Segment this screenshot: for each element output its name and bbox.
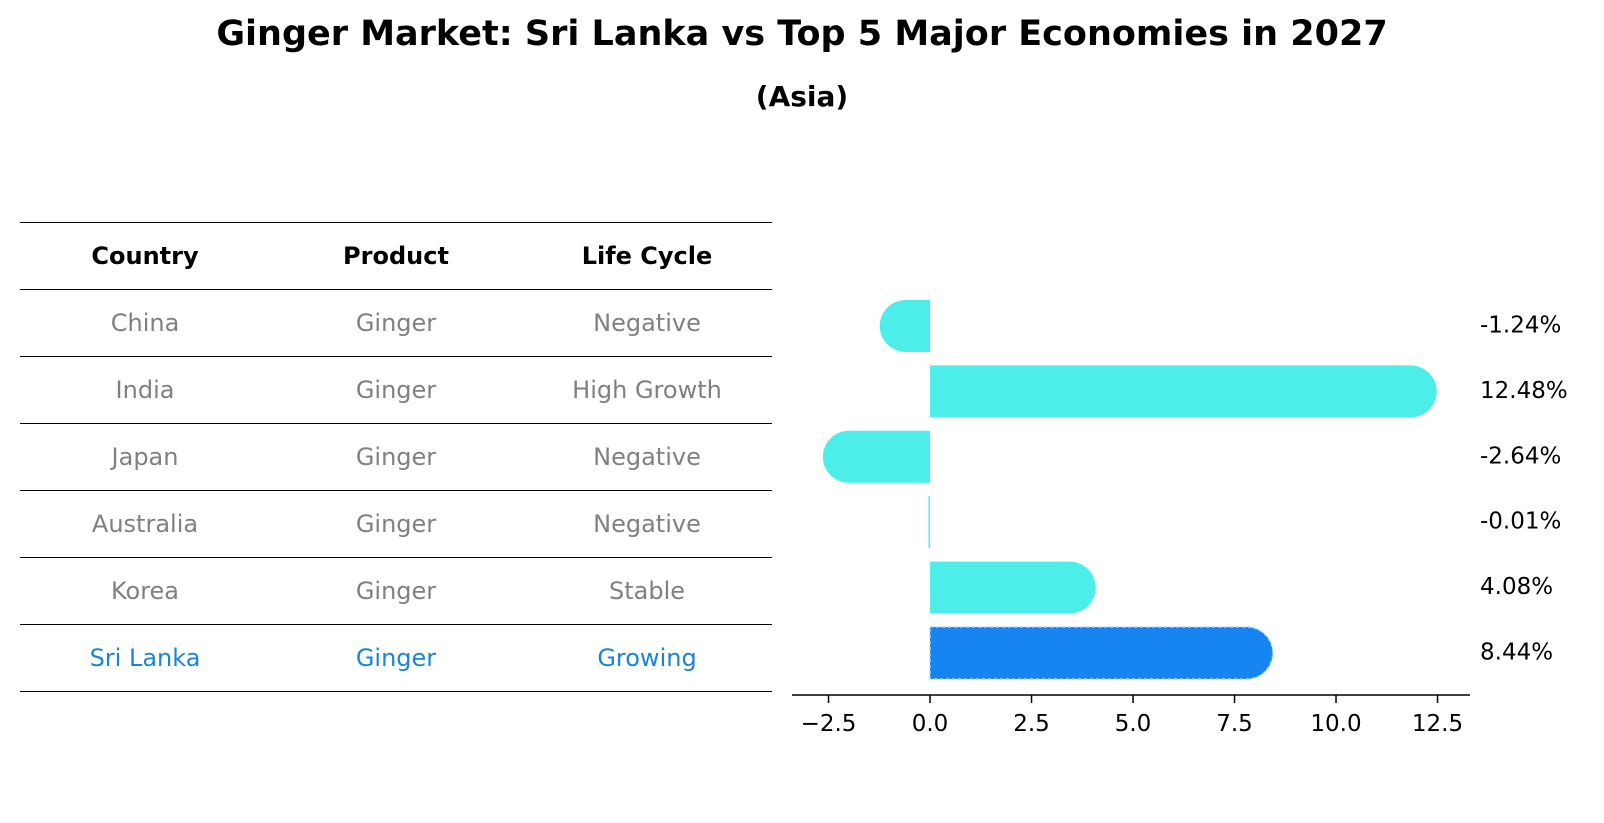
chart-title: Ginger Market: Sri Lanka vs Top 5 Major … [216,14,1388,54]
bar-value-label: -2.64% [1480,443,1561,469]
bar-japan [822,430,931,483]
x-tick-label: 0.0 [912,711,949,737]
data-table: Country Product Life Cycle China Ginger … [20,222,772,692]
bar-value-label: -1.24% [1480,313,1561,339]
bar-china [879,300,931,352]
x-tick-label: 5.0 [1115,711,1152,737]
bar-value-label: -0.01% [1480,509,1561,535]
table-row-highlighted: Sri Lanka Ginger Growing [20,624,772,692]
cell-country: Australia [91,510,199,538]
bar-value-label: 8.44% [1480,640,1553,666]
table-row: Australia Ginger Negative [20,490,772,557]
cell-country: China [110,309,180,337]
bar-value-label: 4.08% [1480,574,1553,600]
cell-life-cycle: Growing [597,644,697,672]
table-row: India Ginger High Growth [20,356,772,423]
bar-india [930,365,1437,418]
cell-product: Ginger [355,309,437,337]
x-tick-label: −2.5 [801,711,857,737]
cell-life-cycle: High Growth [572,376,722,404]
x-tick-label: 7.5 [1216,711,1253,737]
cell-life-cycle: Stable [608,577,686,605]
x-tick-label: 12.5 [1412,711,1463,737]
x-tick-label: 2.5 [1013,711,1050,737]
cell-country: Japan [111,443,179,471]
cell-life-cycle: Negative [593,443,701,471]
cell-life-cycle: Negative [593,309,701,337]
header-life-cycle: Life Cycle [581,242,713,270]
x-tick-label: 10.0 [1310,711,1361,737]
header-product: Product [343,242,449,270]
header-country: Country [91,242,199,270]
table-row: China Ginger Negative [20,289,772,356]
cell-country: Sri Lanka [89,644,201,672]
cell-country: Korea [110,577,180,605]
table-row: Japan Ginger Negative [20,423,772,490]
table-row: Korea Ginger Stable [20,557,772,624]
cell-product: Ginger [355,644,437,672]
bar-sri-lanka [929,626,1274,680]
cell-product: Ginger [355,443,437,471]
cell-life-cycle: Negative [593,510,701,538]
bar-korea [930,561,1096,614]
chart-subtitle: (Asia) [755,80,849,113]
cell-product: Ginger [355,376,437,404]
cell-product: Ginger [355,510,437,538]
bar-value-label: 12.48% [1480,378,1568,404]
cell-product: Ginger [355,577,437,605]
bar-australia [928,496,931,549]
cell-country: India [115,376,175,404]
table-header-row: Country Product Life Cycle [20,222,772,289]
